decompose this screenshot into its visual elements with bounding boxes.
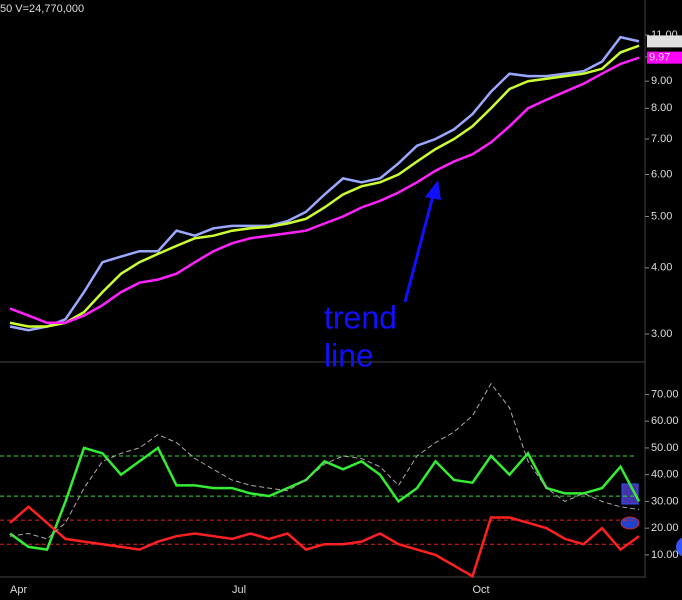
y-tick-label: 60.00 [651, 415, 679, 427]
header: 50 V=24,770,000 [0, 3, 84, 15]
annotation: trend [324, 299, 397, 335]
y-tick-label: 8.00 [651, 102, 672, 114]
x-tick-label: Oct [473, 584, 490, 596]
price-tag [647, 35, 682, 48]
annotation: line [324, 337, 374, 373]
x-tick-label: Apr [10, 584, 27, 596]
price-tag-label: 10.70 [649, 35, 677, 47]
marker-circle [676, 537, 682, 557]
y-tick-label: 30.00 [651, 495, 679, 507]
y-tick-label: 4.00 [651, 262, 672, 274]
series-line [9, 505, 640, 579]
series-line [9, 44, 640, 328]
y-tick-label: 9.00 [651, 75, 672, 87]
y-tick-label: 40.00 [651, 469, 679, 481]
y-tick-label: 7.00 [651, 133, 672, 145]
y-tick-label: 70.00 [651, 388, 679, 400]
series-line [9, 56, 640, 325]
y-tick-label: 5.00 [651, 210, 672, 222]
y-tick-label: 3.00 [651, 328, 672, 340]
x-tick-label: Jul [232, 584, 246, 596]
y-tick-label: 10.00 [651, 549, 679, 561]
y-tick-label: 50.00 [651, 442, 679, 454]
y-tick-label: 6.00 [651, 168, 672, 180]
arrow-shaft [403, 191, 436, 303]
series-line [9, 446, 641, 551]
arrow-head [425, 180, 441, 200]
y-tick-label: 20.00 [651, 522, 679, 534]
price-tag-label: 9.97 [649, 52, 670, 64]
series-line [9, 382, 640, 540]
series-line [9, 35, 640, 332]
price-tag [647, 51, 682, 64]
marker-ellipse [620, 516, 640, 530]
